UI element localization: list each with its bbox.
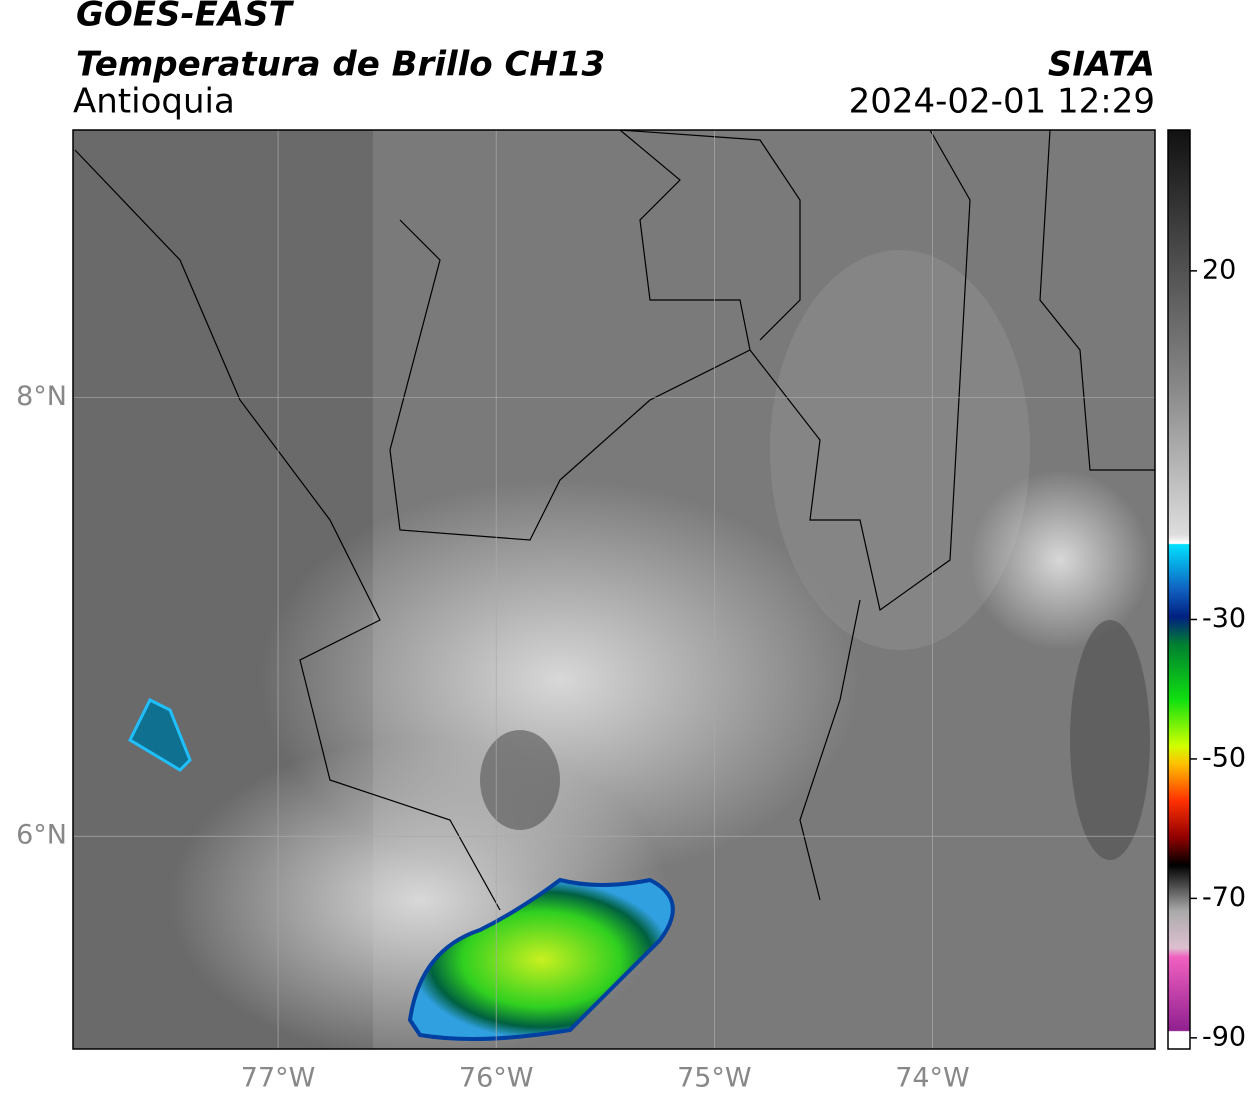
colorbar-tick-label: -90	[1202, 1021, 1246, 1052]
colorbar-tick-label: -50	[1202, 742, 1246, 773]
subtitle: Temperatura de Brillo CH13	[76, 45, 605, 85]
x-tick-label: 75°W	[677, 1063, 752, 1094]
colorbar-tick-label: -70	[1202, 882, 1246, 913]
x-tick-label: 77°W	[241, 1063, 316, 1094]
y-tick-label: 6°N	[16, 820, 67, 851]
colorbar-tick-label: -30	[1202, 603, 1246, 634]
x-tick-label: 76°W	[459, 1063, 534, 1094]
title: GOES-EAST	[76, 0, 295, 35]
y-tick-label: 8°N	[16, 381, 67, 412]
imagery	[73, 130, 1155, 1049]
source: SIATA	[1048, 45, 1155, 85]
map-frame	[72, 129, 1156, 1050]
region: Antioquia	[73, 82, 235, 122]
colorbar-tick-label: 20	[1202, 254, 1236, 285]
x-tick-label: 74°W	[895, 1063, 970, 1094]
datetime: 2024-02-01 12:29	[849, 82, 1155, 122]
colorbar	[1167, 129, 1191, 1050]
